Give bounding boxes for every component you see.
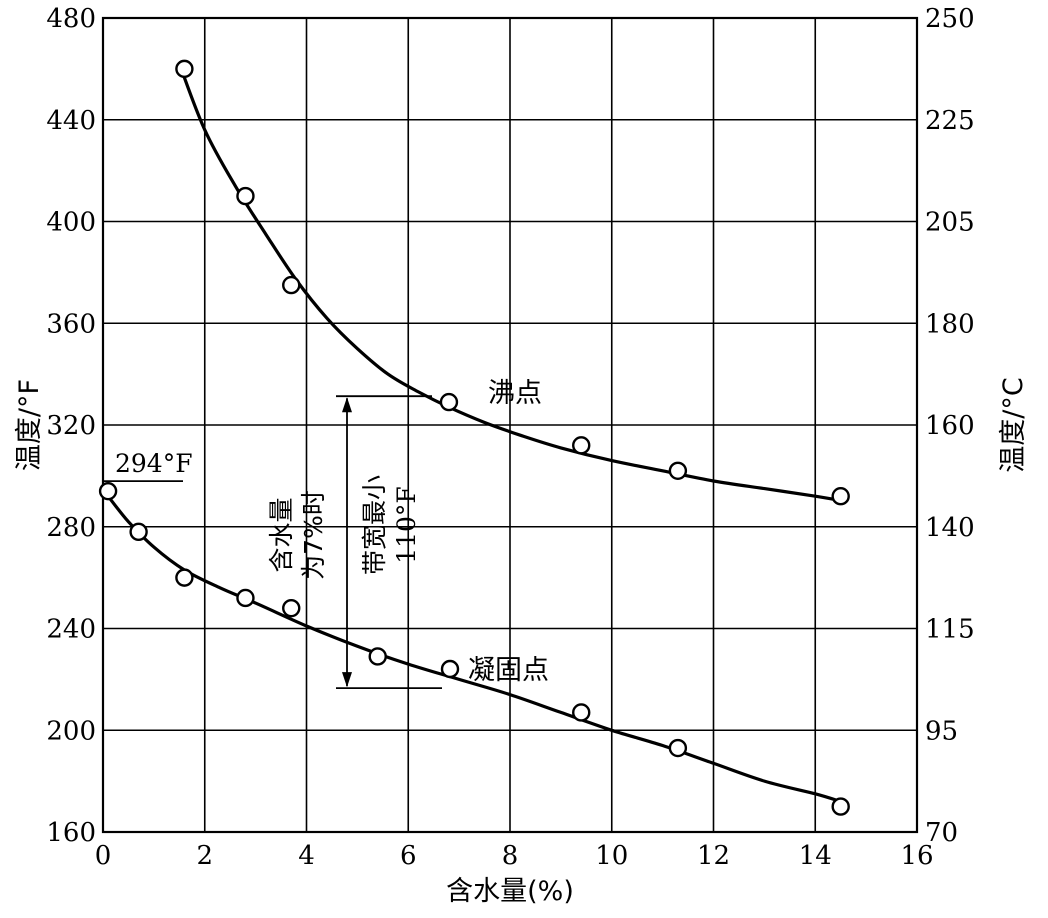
- x-tick-label-6: 12: [697, 841, 730, 871]
- annotation-min-band: 含水量 为7%时 带宽最小 110°F: [267, 395, 442, 689]
- y-left-tick-label-6: 400: [46, 208, 96, 238]
- y-left-tick-label-8: 480: [46, 4, 96, 34]
- curve-series-0: [177, 63, 847, 503]
- point-series-0-0: [175, 59, 194, 79]
- annotation-294f-label: 294°F: [115, 449, 193, 478]
- y-right-tick-label-4: 160: [925, 411, 975, 441]
- point-series-0-2: [282, 275, 301, 295]
- annotation-294f: 294°F: [103, 449, 193, 483]
- x-tick-label-4: 8: [502, 841, 519, 871]
- y-left-tick-label-2: 240: [46, 615, 96, 645]
- y-left-tick-label-5: 360: [46, 309, 96, 339]
- x-tick-label-2: 4: [298, 841, 315, 871]
- y-right-tick-label-6: 205: [925, 208, 975, 238]
- series-label-freezing-point: 凝固点: [468, 655, 549, 686]
- point-series-1-0: [98, 481, 118, 501]
- y-right-tick-label-7: 225: [925, 106, 975, 136]
- x-tick-label-5: 10: [595, 841, 628, 871]
- y-left-tick-label-7: 440: [46, 106, 96, 136]
- band-arrow-up-icon: [342, 397, 352, 413]
- x-tick-label-0: 0: [95, 841, 112, 871]
- point-series-1-6: [572, 703, 591, 722]
- point-series-1-2: [175, 568, 194, 587]
- point-series-0-1: [236, 186, 255, 206]
- y-right-tick-label-2: 115: [925, 615, 975, 645]
- point-series-0-4: [572, 436, 591, 455]
- x-axis-title: 含水量(%): [446, 876, 574, 907]
- y-right-tick-label-3: 140: [925, 513, 975, 543]
- fitted-curves: [106, 63, 847, 804]
- point-series-1-5: [368, 647, 387, 666]
- point-series-1-4: [282, 598, 301, 618]
- data-points: [98, 59, 850, 816]
- band-arrow-down-icon: [342, 672, 352, 688]
- y-axis-right-title: 温度/°C: [998, 377, 1029, 472]
- point-series-1-7: [668, 738, 688, 758]
- annotation-moisture-line1: 含水量: [267, 497, 296, 572]
- annotation-moisture-line2: 为7%时: [299, 490, 328, 580]
- annotation-band-line2: 110°F: [392, 486, 421, 564]
- y-right-tick-label-0: 70: [925, 818, 958, 848]
- y-axis-left-title: 温度/°F: [14, 379, 45, 471]
- curve-series-1: [106, 495, 842, 804]
- point-series-0-5: [668, 461, 688, 480]
- series-label-boiling-point: 沸点: [488, 378, 542, 409]
- x-tick-label-3: 6: [400, 841, 417, 871]
- annotation-band-line1: 带宽最小: [360, 475, 389, 575]
- point-series-1-1: [129, 522, 148, 542]
- y-left-tick-label-1: 200: [46, 716, 96, 746]
- x-tick-label-1: 2: [196, 841, 213, 871]
- y-right-tick-label-5: 180: [925, 309, 975, 339]
- y-left-tick-label-4: 320: [46, 411, 96, 441]
- tick-labels: 0 2 4 6 8 10 12 14 16 160 200 240 280 320 360 400 440 480…: [46, 4, 974, 871]
- x-tick-label-8: 16: [900, 841, 933, 871]
- point-series-0-3: [439, 392, 459, 412]
- freeze-legend-marker: [440, 659, 460, 679]
- y-left-tick-label-3: 280: [46, 513, 96, 543]
- x-tick-label-7: 14: [799, 841, 832, 871]
- grid-lines: [102, 17, 918, 833]
- point-series-1-3: [236, 588, 255, 608]
- point-series-0-6: [831, 487, 850, 506]
- y-right-tick-label-8: 250: [925, 4, 975, 34]
- y-right-tick-label-1: 95: [925, 716, 958, 746]
- plot-frame: [101, 16, 919, 834]
- legend-freezing-point: 凝固点: [440, 655, 549, 686]
- point-series-1-8: [831, 797, 850, 816]
- y-left-tick-label-0: 160: [46, 818, 96, 848]
